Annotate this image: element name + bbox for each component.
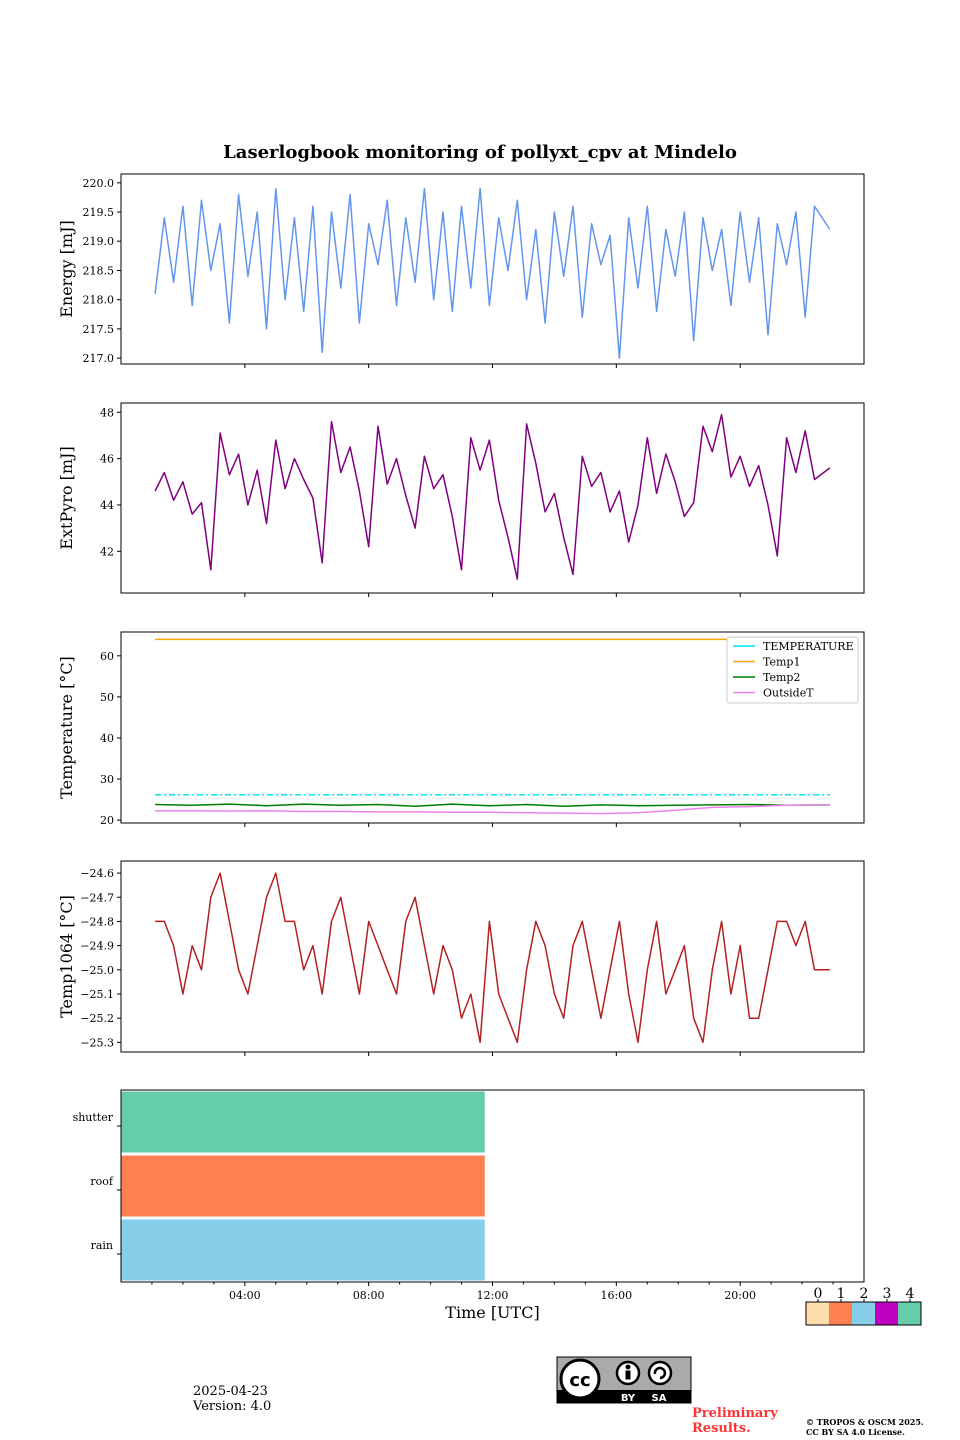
y-tick-label: 46 [100, 453, 114, 466]
category-label-roof: roof [90, 1175, 114, 1188]
y-tick-label: 60 [100, 650, 114, 663]
legend-frame [726, 636, 859, 704]
series-line-outsidet [155, 804, 830, 815]
colorbar-cell-4 [898, 1302, 921, 1325]
y-axis-label: ExtPyro [mJ] [57, 446, 76, 549]
panels: 217.0 217.5 218.0 218.5 219.0 219.5 220.0 Energ… [57, 173, 922, 1326]
y-tick-label: 217.5 [83, 323, 115, 336]
copyright-line-2: CC BY SA 4.0 License. [806, 1427, 905, 1437]
preliminary-results-note: Preliminary Results. [692, 1406, 778, 1436]
y-tick-label: −24.6 [80, 867, 114, 880]
x-axis-label: Time [UTC] [445, 1303, 539, 1322]
panel-1-frame [120, 402, 865, 594]
panel-0: 217.0 217.5 218.0 218.5 219.0 219.5 220.0 Energ… [57, 173, 865, 368]
colorbar-label: 4 [906, 1286, 915, 1302]
preliminary-line-1: Preliminary [692, 1406, 778, 1421]
x-tick-label: 04:00 [229, 1289, 261, 1302]
copyright-line-1: © TROPOS & OSCM 2025. [806, 1417, 924, 1427]
share-alike-icon [647, 1360, 673, 1386]
colorbar-cell-2 [852, 1302, 875, 1325]
series-line-panel-0 [154, 187, 831, 359]
status-block-shutter [121, 1091, 485, 1153]
y-tick-label: −25.3 [80, 1036, 114, 1049]
x-tick-label: 16:00 [600, 1289, 632, 1302]
status-panel: rain roof shutter 04:00 08:00 12:00 16:00 20:00… [73, 1089, 922, 1326]
y-tick-label: −25.2 [80, 1012, 114, 1025]
preliminary-line-2: Results. [692, 1421, 751, 1436]
copyright-note: © TROPOS & OSCM 2025. CC BY SA 4.0 Licen… [806, 1417, 924, 1437]
series-line-temp2 [155, 803, 830, 807]
y-tick-label: −24.7 [80, 891, 114, 904]
processing-date: 2025-04-23 [193, 1384, 268, 1399]
legend-entry: OutsideT [763, 687, 814, 700]
series-line-panel-1 [154, 413, 831, 580]
legend: TEMPERATURE Temp1 Temp2 OutsideT [726, 636, 859, 704]
cc-by-sa-logo: cc BY SA [556, 1356, 692, 1404]
y-tick-label: 48 [100, 406, 114, 419]
date-version-block: 2025-04-23 Version: 4.0 [193, 1384, 271, 1414]
colorbar-label: 3 [883, 1286, 892, 1302]
panel-2: 20 30 40 50 60 Temperature [°C] TEMPERATURE Tem… [57, 631, 865, 827]
panel-0-frame [120, 173, 865, 365]
series-line-panel-3 [155, 872, 830, 1044]
colorbar-label: 2 [860, 1286, 869, 1302]
panel-3-frame [120, 860, 865, 1053]
y-tick-label: 50 [100, 691, 114, 704]
y-tick-label: 219.0 [83, 235, 115, 248]
y-tick-label: 217.0 [83, 352, 115, 365]
y-tick-label: −25.1 [80, 988, 114, 1001]
y-tick-label: 44 [100, 499, 114, 512]
colorbar-cell-1 [829, 1302, 852, 1325]
y-tick-label: 40 [100, 732, 114, 745]
category-label-shutter: shutter [73, 1111, 114, 1124]
y-tick-label: 218.0 [83, 294, 115, 307]
colorbar-cell-0 [806, 1302, 829, 1325]
y-tick-label: −25.0 [80, 964, 114, 977]
colorbar-label: 1 [837, 1286, 846, 1302]
status-block-rain [121, 1219, 485, 1281]
panel-1: 42 44 46 48 ExtPyro [mJ] [57, 402, 865, 597]
svg-text:cc: cc [569, 1370, 590, 1391]
y-tick-label: 20 [100, 814, 114, 827]
x-tick-label: 08:00 [353, 1289, 385, 1302]
y-axis-label: Temp1064 [°C] [57, 895, 76, 1018]
status-block-roof [121, 1155, 485, 1217]
y-tick-label: 218.5 [83, 264, 115, 277]
y-tick-label: 219.5 [83, 206, 115, 219]
colorbar-cell-3 [875, 1302, 898, 1325]
figure-title: Laserlogbook monitoring of pollyxt_cpv a… [223, 142, 737, 163]
license-sa-label: SA [652, 1393, 667, 1404]
legend-entry: Temp1 [763, 656, 800, 669]
legend-entry: TEMPERATURE [763, 640, 854, 653]
license-by-label: BY [621, 1393, 636, 1404]
y-axis-label: Temperature [°C] [57, 656, 76, 799]
x-tick-label: 12:00 [477, 1289, 509, 1302]
category-label-rain: rain [91, 1239, 113, 1252]
y-tick-label: −24.8 [80, 915, 114, 928]
y-axis-label: Energy [mJ] [57, 220, 76, 318]
y-tick-label: 220.0 [83, 177, 115, 190]
y-tick-label: 42 [100, 545, 114, 558]
colorbar-label: 0 [814, 1286, 823, 1302]
panel-3: −25.3 −25.2 −25.1 −25.0 −24.9 −24.8 −24.7 −24.6… [57, 860, 865, 1056]
x-tick-label: 20:00 [724, 1289, 756, 1302]
version-label: Version: 4.0 [193, 1399, 272, 1414]
cc-icon [559, 1358, 601, 1400]
y-tick-label: −24.9 [80, 940, 114, 953]
legend-entry: Temp2 [763, 671, 800, 684]
y-tick-label: 30 [100, 773, 114, 786]
